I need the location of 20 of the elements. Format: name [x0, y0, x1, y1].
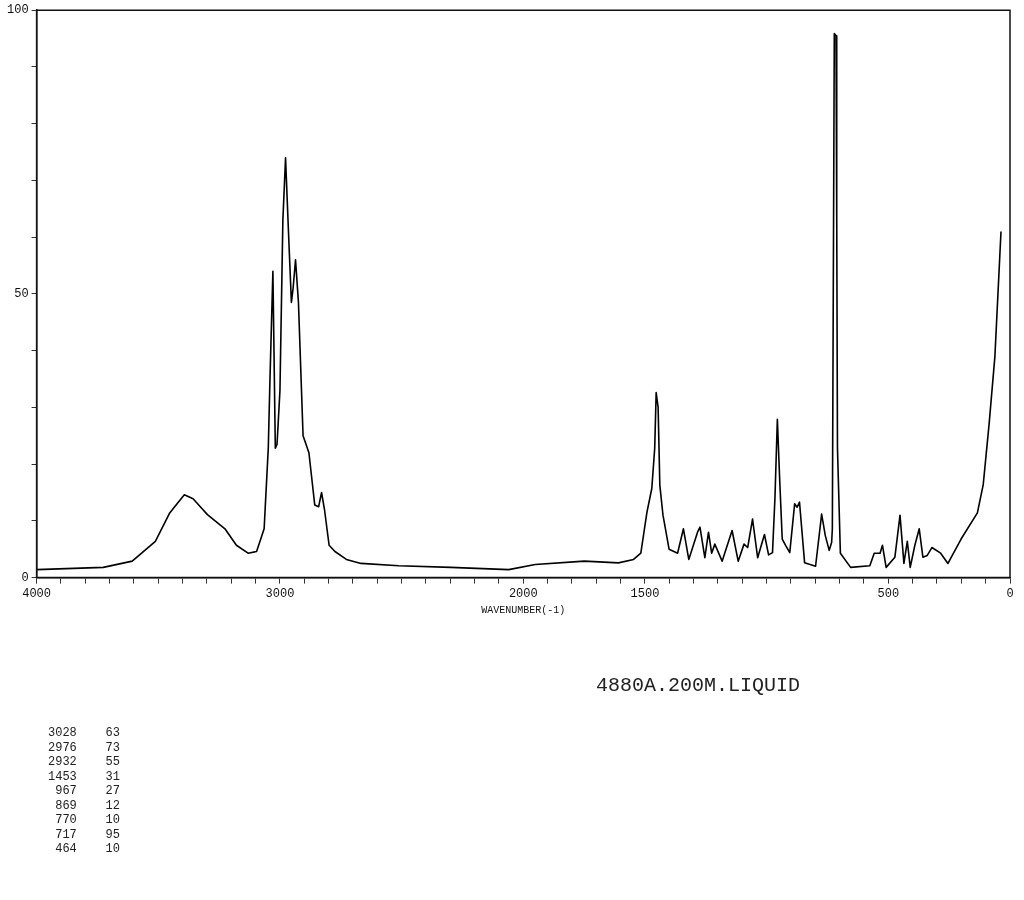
x-axis-title: WAVENUMBER(-1) — [481, 604, 566, 616]
text: 464 10 — [54, 842, 120, 857]
text: 3028 63 — [47, 726, 120, 741]
x-tick-label: 2000 — [508, 586, 538, 601]
x-tick-label: 0 — [1006, 586, 1014, 601]
text: 4880A.200M.LIQUID — [596, 674, 801, 697]
x-tick-label: 1500 — [630, 586, 660, 601]
text: 967 27 — [54, 784, 120, 799]
x-tick-label: 4000 — [22, 586, 52, 601]
text: 2932 55 — [47, 755, 120, 770]
text: 869 12 — [54, 798, 120, 813]
y-tick-label: 100 — [6, 3, 29, 18]
text: 1453 31 — [47, 769, 120, 784]
text: 770 10 — [54, 813, 120, 828]
y-tick-label: 50 — [14, 287, 29, 302]
text: 717 95 — [54, 827, 120, 842]
y-tick-label: 0 — [21, 570, 29, 585]
text: 2976 73 — [47, 740, 120, 755]
x-tick-label: 500 — [877, 586, 900, 601]
x-tick-label: 3000 — [265, 586, 295, 601]
